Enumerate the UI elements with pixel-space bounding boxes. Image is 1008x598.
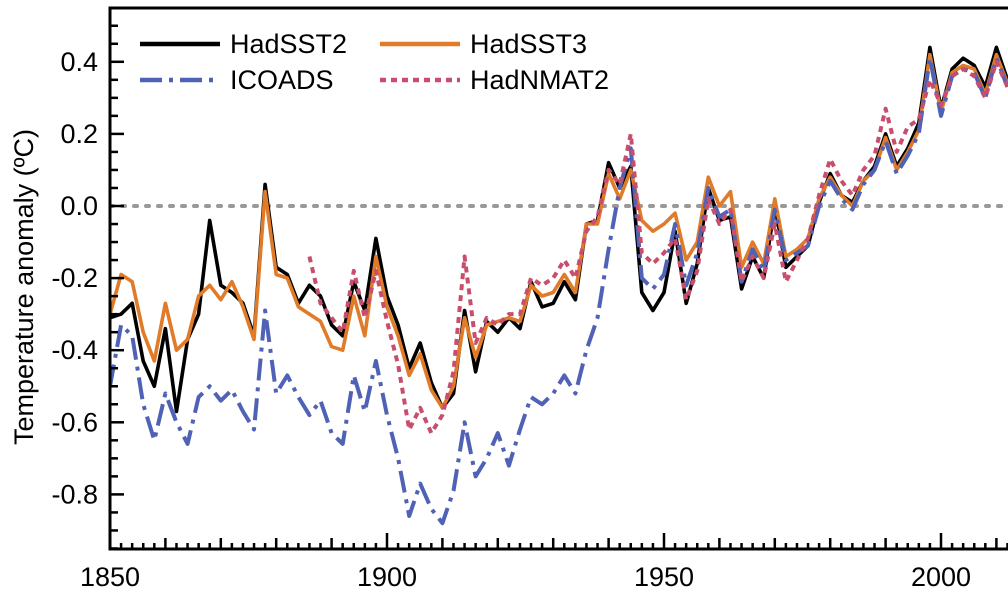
series-line-hadsst2: [110, 45, 1008, 414]
y-tick-label: 0.0: [60, 191, 98, 221]
series-line-hadsst3: [110, 52, 1008, 410]
y-axis-title: Temperature anomaly (ºC): [9, 129, 39, 445]
legend-label-hadsst3: HadSST3: [470, 29, 587, 59]
series-line-hadnmat2: [307, 59, 1008, 436]
axes: 0.4 0.2 0.0 -0.2 -0.4 -0.6 -0.8 1850 1900 1950 200…: [51, 6, 1008, 592]
x-tick-label: 1850: [80, 562, 140, 592]
y-tick-label: -0.2: [51, 263, 98, 293]
y-tick-label: -0.8: [51, 479, 98, 509]
series-line-icoads: [110, 56, 1008, 526]
y-tick-label: 0.4: [60, 47, 98, 77]
y-tick-label: 0.2: [60, 119, 98, 149]
y-tick-label: -0.4: [51, 335, 98, 365]
x-tick-label: 2000: [911, 562, 971, 592]
legend-label-hadsst2: HadSST2: [230, 29, 347, 59]
x-tick-label: 1900: [357, 562, 417, 592]
legend-label-hadnmat2: HadNMAT2: [470, 65, 609, 95]
legend-label-icoads: ICOADS: [230, 65, 334, 95]
series-lines: [110, 45, 1008, 526]
x-tick-label: 1950: [634, 562, 694, 592]
y-tick-label: -0.6: [51, 407, 98, 437]
legend: HadSST2 HadSST3 ICOADS HadNMAT2: [140, 29, 609, 95]
